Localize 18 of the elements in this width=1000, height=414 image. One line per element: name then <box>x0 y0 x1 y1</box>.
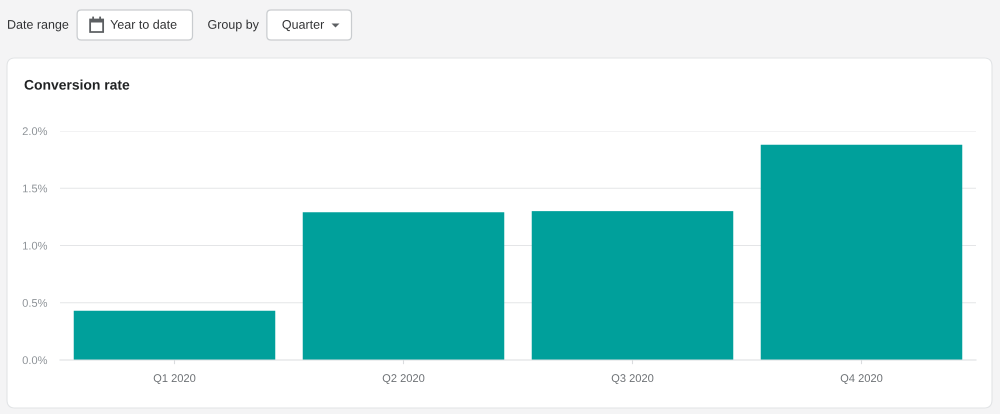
bar <box>532 211 734 360</box>
bar <box>302 212 504 360</box>
text: Date range <box>8 20 68 32</box>
text: Year to date <box>110 20 177 29</box>
y-tick-label: 0.0% <box>22 356 48 364</box>
x-tick-label: Q2 2020 <box>382 374 424 384</box>
x-tick-label: Q3 2020 <box>612 374 654 384</box>
y-tick-label: 2.0% <box>22 127 48 136</box>
y-tick-label: 1.5% <box>23 184 48 192</box>
y-tick-label: 0.5% <box>22 299 48 307</box>
x-tick-label: Q1 2020 <box>154 374 196 384</box>
y-tick-label: 1.0% <box>23 242 48 250</box>
text: Group by <box>208 20 259 32</box>
bar <box>760 144 962 360</box>
x-tick-label: Q4 2020 <box>840 374 882 384</box>
chart-title: Conversion rate <box>24 80 130 90</box>
bar <box>74 310 276 360</box>
text: Quarter <box>282 20 324 32</box>
